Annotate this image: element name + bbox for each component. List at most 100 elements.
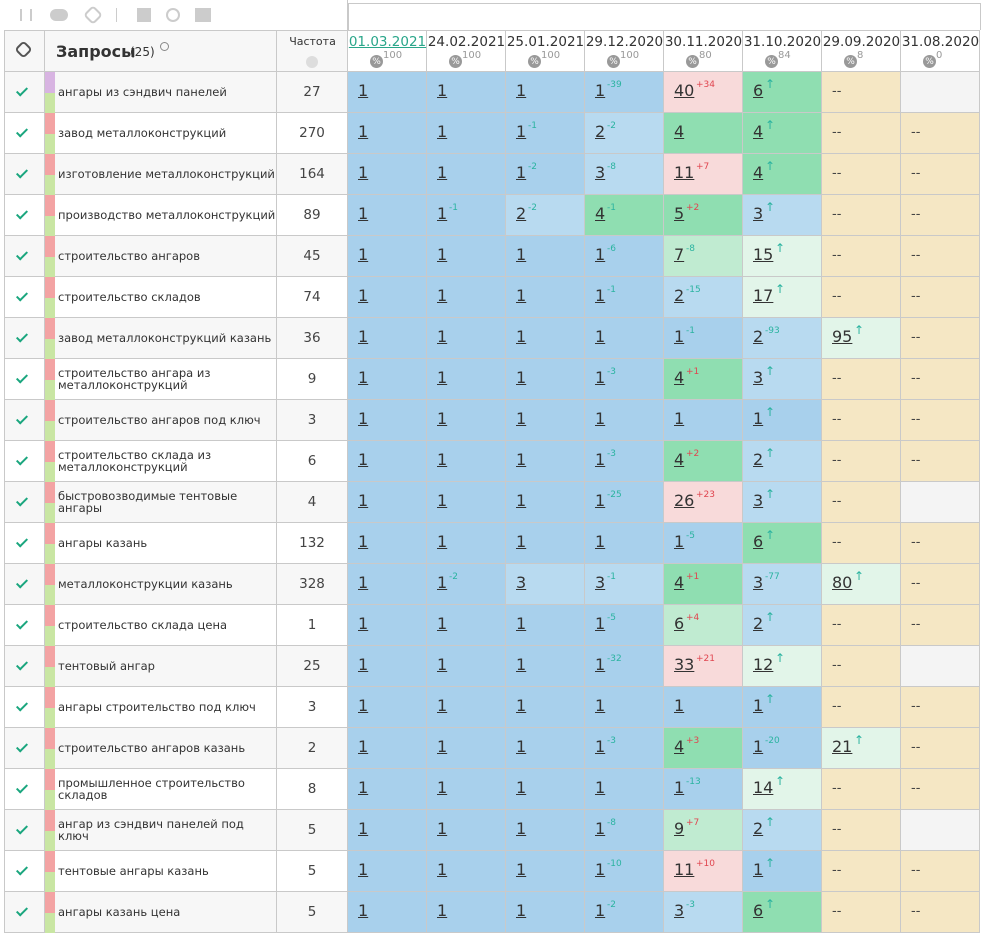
position[interactable]: 1 bbox=[437, 573, 448, 592]
position[interactable]: 1 bbox=[358, 655, 369, 674]
position[interactable]: 1 bbox=[437, 532, 448, 551]
position[interactable]: 1 bbox=[595, 245, 606, 264]
position[interactable]: 4 bbox=[674, 450, 685, 469]
position[interactable]: 1 bbox=[358, 901, 369, 920]
position[interactable]: 1 bbox=[595, 655, 606, 674]
position[interactable]: 1 bbox=[358, 204, 369, 223]
position[interactable]: 1 bbox=[437, 614, 448, 633]
position[interactable]: 3 bbox=[595, 163, 606, 182]
header-title[interactable]: Запросы bbox=[56, 42, 136, 61]
position[interactable]: 6 bbox=[753, 532, 764, 551]
date-label[interactable]: 24.02.2021 bbox=[427, 34, 506, 50]
position[interactable]: 4 bbox=[595, 204, 606, 223]
position[interactable]: 7 bbox=[674, 245, 685, 264]
position[interactable]: 3 bbox=[516, 573, 527, 592]
position[interactable]: 1 bbox=[358, 245, 369, 264]
position[interactable]: 1 bbox=[516, 245, 527, 264]
table-icon[interactable] bbox=[137, 8, 151, 22]
position[interactable]: 4 bbox=[674, 573, 685, 592]
position[interactable]: 14 bbox=[753, 778, 774, 797]
position[interactable]: 4 bbox=[674, 737, 685, 756]
link-icon[interactable] bbox=[83, 5, 103, 25]
position[interactable]: 1 bbox=[437, 696, 448, 715]
date-label[interactable]: 25.01.2021 bbox=[506, 34, 585, 50]
position[interactable]: 3 bbox=[674, 901, 685, 920]
position[interactable]: 3 bbox=[595, 573, 606, 592]
date-label[interactable]: 30.11.2020 bbox=[664, 34, 743, 50]
position[interactable]: 1 bbox=[437, 860, 448, 879]
position[interactable]: 1 bbox=[595, 409, 606, 428]
position[interactable]: 95 bbox=[832, 327, 853, 346]
position[interactable]: 1 bbox=[437, 327, 448, 346]
position[interactable]: 12 bbox=[753, 655, 774, 674]
position[interactable]: 1 bbox=[595, 737, 606, 756]
date-label[interactable]: 29.12.2020 bbox=[585, 34, 664, 50]
position[interactable]: 1 bbox=[358, 737, 369, 756]
position[interactable]: 1 bbox=[753, 737, 764, 756]
position[interactable]: 3 bbox=[753, 368, 764, 387]
position[interactable]: 1 bbox=[753, 696, 764, 715]
position[interactable]: 1 bbox=[516, 737, 527, 756]
position[interactable]: 1 bbox=[595, 819, 606, 838]
position[interactable]: 1 bbox=[595, 81, 606, 100]
position[interactable]: 1 bbox=[516, 81, 527, 100]
position[interactable]: 1 bbox=[516, 901, 527, 920]
position[interactable]: 1 bbox=[674, 327, 685, 346]
position[interactable]: 26 bbox=[674, 491, 695, 510]
position[interactable]: 1 bbox=[516, 532, 527, 551]
date-label[interactable]: 31.08.2020 bbox=[901, 34, 980, 50]
position[interactable]: 1 bbox=[516, 368, 527, 387]
contrast-icon[interactable] bbox=[166, 8, 180, 22]
position[interactable]: 1 bbox=[753, 860, 764, 879]
position[interactable]: 1 bbox=[358, 778, 369, 797]
position[interactable]: 2 bbox=[753, 614, 764, 633]
position[interactable]: 1 bbox=[595, 491, 606, 510]
position[interactable]: 1 bbox=[437, 901, 448, 920]
position[interactable]: 3 bbox=[753, 573, 764, 592]
position[interactable]: 1 bbox=[516, 860, 527, 879]
position[interactable]: 15 bbox=[753, 245, 774, 264]
position[interactable]: 4 bbox=[674, 122, 685, 141]
position[interactable]: 33 bbox=[674, 655, 695, 674]
position[interactable]: 1 bbox=[437, 122, 448, 141]
position[interactable]: 1 bbox=[595, 532, 606, 551]
position[interactable]: 1 bbox=[437, 819, 448, 838]
font-icon[interactable] bbox=[195, 8, 211, 22]
position[interactable]: 1 bbox=[437, 737, 448, 756]
position[interactable]: 1 bbox=[358, 327, 369, 346]
position[interactable]: 1 bbox=[437, 163, 448, 182]
position[interactable]: 1 bbox=[516, 491, 527, 510]
position[interactable]: 1 bbox=[358, 819, 369, 838]
search-icon[interactable] bbox=[160, 42, 169, 51]
position[interactable]: 1 bbox=[437, 778, 448, 797]
position[interactable]: 1 bbox=[437, 204, 448, 223]
position[interactable]: 1 bbox=[595, 778, 606, 797]
position[interactable]: 1 bbox=[595, 450, 606, 469]
position[interactable]: 1 bbox=[437, 286, 448, 305]
position[interactable]: 40 bbox=[674, 81, 695, 100]
position[interactable]: 1 bbox=[358, 163, 369, 182]
position[interactable]: 1 bbox=[674, 532, 685, 551]
freq-header[interactable]: Частота bbox=[289, 35, 336, 48]
position[interactable]: 1 bbox=[753, 409, 764, 428]
position[interactable]: 1 bbox=[516, 696, 527, 715]
position[interactable]: 1 bbox=[358, 450, 369, 469]
position[interactable]: 1 bbox=[595, 614, 606, 633]
position[interactable]: 2 bbox=[753, 450, 764, 469]
position[interactable]: 5 bbox=[674, 204, 685, 223]
position[interactable]: 1 bbox=[516, 819, 527, 838]
position[interactable]: 1 bbox=[516, 655, 527, 674]
position[interactable]: 1 bbox=[437, 368, 448, 387]
position[interactable]: 1 bbox=[358, 368, 369, 387]
position[interactable]: 11 bbox=[674, 860, 695, 879]
position[interactable]: 1 bbox=[516, 286, 527, 305]
position[interactable]: 1 bbox=[595, 368, 606, 387]
position[interactable]: 11 bbox=[674, 163, 695, 182]
position[interactable]: 1 bbox=[674, 696, 685, 715]
position[interactable]: 1 bbox=[437, 655, 448, 674]
position[interactable]: 2 bbox=[674, 286, 685, 305]
position[interactable]: 1 bbox=[358, 491, 369, 510]
position[interactable]: 1 bbox=[358, 696, 369, 715]
position[interactable]: 1 bbox=[674, 409, 685, 428]
position[interactable]: 1 bbox=[358, 81, 369, 100]
